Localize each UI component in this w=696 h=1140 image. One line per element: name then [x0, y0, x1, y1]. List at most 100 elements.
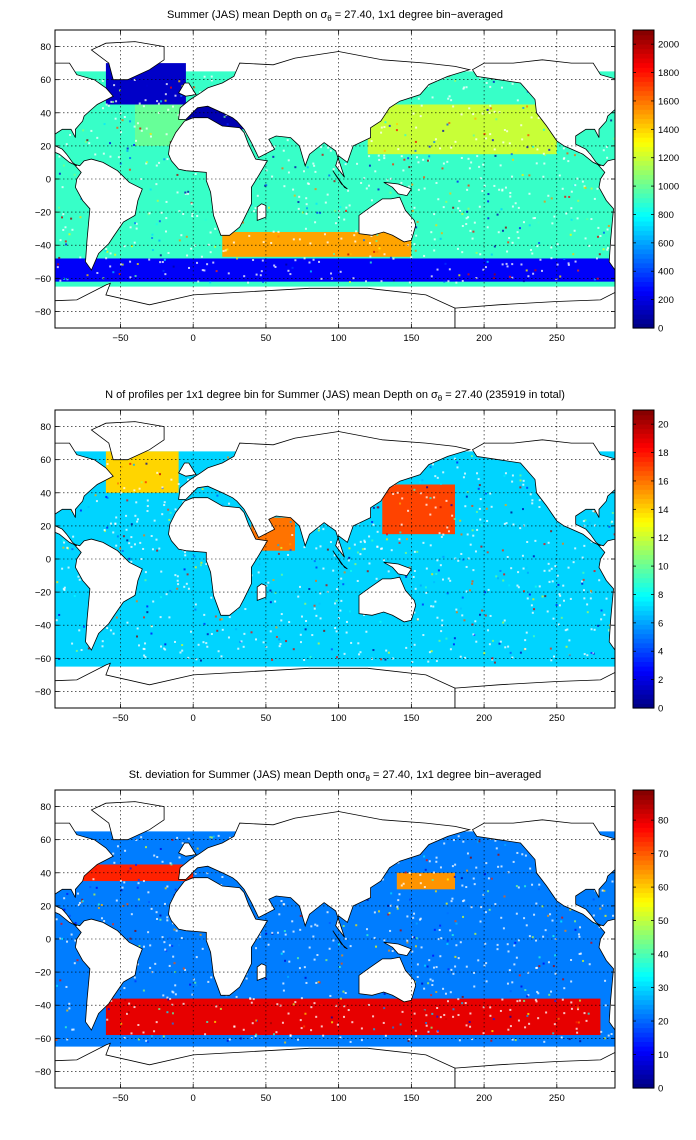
y-tick-label: 40 — [40, 868, 51, 879]
chart-svg: N of profiles per 1x1 degree bin for Sum… — [35, 389, 669, 724]
x-tick-label: 0 — [191, 333, 196, 344]
x-tick-label: 250 — [549, 1093, 565, 1104]
title-theta: θ — [365, 774, 370, 783]
x-tick-label: 100 — [331, 333, 347, 344]
colorbar-tick-label: 20 — [658, 420, 669, 431]
title-theta: θ — [438, 394, 443, 403]
colorbar-tick-label: 70 — [658, 849, 669, 860]
y-tick-label: −60 — [35, 274, 51, 285]
y-tick-label: −80 — [35, 307, 51, 318]
title-sigma: σ — [359, 769, 366, 781]
title-text: N of profiles per 1x1 degree bin for Sum… — [105, 389, 431, 401]
colorbar-tick-label: 1800 — [658, 68, 679, 79]
colorbar-tick-label: 0 — [658, 1084, 663, 1095]
x-tick-label: 50 — [261, 333, 272, 344]
y-tick-label: −40 — [35, 1001, 51, 1012]
x-tick-label: −50 — [112, 1093, 128, 1104]
chart-title: Summer (JAS) mean Depth on σθ = 27.40, 1… — [167, 9, 503, 23]
title-theta: θ — [327, 14, 332, 23]
y-tick-label: 40 — [40, 108, 51, 119]
colorbar-tick-label: 0 — [658, 324, 663, 335]
colorbar: 0 2 4 6 8 10 12 14 16 18 20 — [632, 409, 669, 715]
y-tick-label: −80 — [35, 687, 51, 698]
colorbar: 0 10 20 30 40 50 60 70 80 — [632, 789, 669, 1095]
chart-title: N of profiles per 1x1 degree bin for Sum… — [105, 389, 565, 403]
colorbar-tick-label: 60 — [658, 883, 669, 894]
title-suffix: = 27.40, 1x1 degree bin−averaged — [332, 9, 503, 21]
y-tick-label: −80 — [35, 1067, 51, 1078]
land-mask — [55, 41, 615, 328]
colorbar-tick-label: 80 — [658, 816, 669, 827]
colorbar-tick-label: 8 — [658, 590, 663, 601]
y-tick-label: −20 — [35, 208, 51, 219]
y-tick-label: −40 — [35, 621, 51, 632]
title-sigma: σ — [431, 389, 438, 401]
title-text: Summer (JAS) mean Depth on — [167, 9, 320, 21]
x-tick-label: 0 — [191, 1093, 196, 1104]
x-tick-label: 200 — [476, 713, 492, 724]
colorbar-tick-label: 600 — [658, 238, 674, 249]
x-tick-label: 150 — [403, 713, 419, 724]
y-tick-label: 0 — [46, 175, 51, 186]
chart-svg: Summer (JAS) mean Depth on σθ = 27.40, 1… — [35, 9, 679, 344]
x-tick-label: 250 — [549, 713, 565, 724]
x-tick-label: 100 — [331, 713, 347, 724]
colorbar-tick-label: 200 — [658, 295, 674, 306]
y-tick-label: 20 — [40, 141, 51, 152]
colorbar-tick-label: 40 — [658, 950, 669, 961]
x-tick-label: −50 — [112, 333, 128, 344]
data-region — [396, 872, 455, 890]
title-sigma: σ — [320, 9, 327, 21]
colorbar-tick-label: 18 — [658, 448, 669, 459]
grid — [55, 30, 615, 328]
panel-profiles: N of profiles per 1x1 degree bin for Sum… — [0, 380, 696, 760]
colorbar: 0 200 400 600 800 1000 1200 1400 1600 1800 2000 — [632, 29, 679, 335]
y-tick-label: 40 — [40, 488, 51, 499]
y-tick-label: 80 — [40, 42, 51, 53]
colorbar-tick-label: 2 — [658, 675, 663, 686]
colorbar-tick-label: 800 — [658, 210, 674, 221]
colorbar-tick-label: 14 — [658, 505, 669, 516]
y-tick-label: 20 — [40, 521, 51, 532]
grid — [55, 410, 615, 708]
data-region — [382, 484, 455, 535]
y-tick-label: 60 — [40, 455, 51, 466]
colorbar-tick-label: 1600 — [658, 96, 679, 107]
colorbar-tick-label: 10 — [658, 1050, 669, 1061]
y-tick-label: 60 — [40, 835, 51, 846]
colorbar-tick-label: 0 — [658, 704, 663, 715]
colorbar-tick-label: 12 — [658, 533, 669, 544]
grid — [55, 790, 615, 1088]
colorbar-tick-label: 1400 — [658, 125, 679, 136]
colorbar-tick-label: 10 — [658, 562, 669, 573]
data-region — [55, 258, 615, 282]
x-tick-label: −50 — [112, 713, 128, 724]
colorbar-tick-label: 1200 — [658, 153, 679, 164]
y-tick-label: 0 — [46, 555, 51, 566]
chart-title: St. deviation for Summer (JAS) mean Dept… — [129, 769, 541, 783]
panel-depth: Summer (JAS) mean Depth on σθ = 27.40, 1… — [0, 0, 696, 380]
x-tick-label: 200 — [476, 333, 492, 344]
x-tick-label: 150 — [403, 1093, 419, 1104]
x-tick-label: 50 — [261, 1093, 272, 1104]
y-tick-label: 80 — [40, 422, 51, 433]
x-tick-label: 250 — [549, 333, 565, 344]
data-region — [105, 998, 601, 1036]
panel-std: St. deviation for Summer (JAS) mean Dept… — [0, 760, 696, 1140]
colorbar-tick-label: 400 — [658, 267, 674, 278]
y-tick-label: 60 — [40, 75, 51, 86]
colorbar-tick-label: 6 — [658, 618, 663, 629]
colorbar-tick-label: 30 — [658, 983, 669, 994]
x-tick-label: 150 — [403, 333, 419, 344]
colorbar-tick-label: 20 — [658, 1017, 669, 1028]
y-tick-label: −60 — [35, 654, 51, 665]
y-tick-label: 80 — [40, 802, 51, 813]
x-tick-label: 200 — [476, 1093, 492, 1104]
title-suffix: = 27.40, 1x1 degree bin−averaged — [370, 769, 541, 781]
colorbar-tick-label: 50 — [658, 916, 669, 927]
y-tick-label: 0 — [46, 935, 51, 946]
y-tick-label: −40 — [35, 241, 51, 252]
title-text: St. deviation for Summer (JAS) mean Dept… — [129, 769, 359, 781]
x-tick-label: 50 — [261, 713, 272, 724]
colorbar-tick-label: 1000 — [658, 182, 679, 193]
